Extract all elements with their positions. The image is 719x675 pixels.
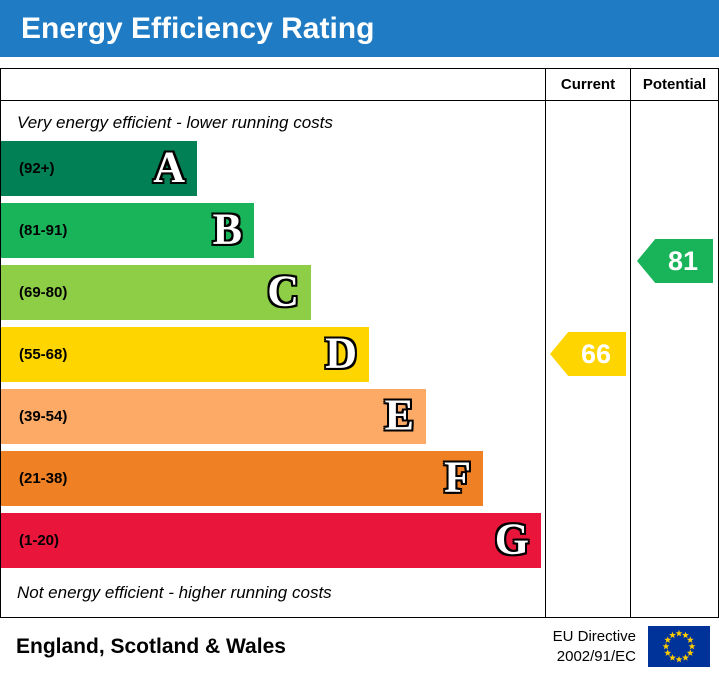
potential-column: 81: [630, 101, 718, 617]
band-g: (1-20) G: [1, 513, 541, 568]
band-d: (55-68) D: [1, 327, 369, 382]
top-note: Very energy efficient - lower running co…: [17, 113, 333, 132]
band-a-range: (92+): [19, 160, 55, 177]
potential-column-header: Potential: [630, 69, 718, 100]
band-c: (69-80) C: [1, 265, 311, 320]
current-rating-value: 66: [580, 338, 612, 369]
band-g-range: (1-20): [19, 532, 60, 549]
chart-header-row: Current Potential: [1, 69, 718, 101]
band-e-range: (39-54): [19, 408, 68, 425]
energy-efficiency-chart: Current Potential Very energy efficient …: [0, 68, 719, 618]
band-e-letter: E: [384, 390, 414, 440]
band-b-letter: B: [212, 204, 242, 254]
band-b: (81-91) B: [1, 203, 254, 258]
band-a: (92+) A: [1, 141, 197, 196]
potential-rating-arrow: 81: [637, 239, 713, 283]
band-b-range: (81-91): [19, 222, 68, 239]
bottom-note: Not energy efficient - higher running co…: [17, 583, 332, 602]
band-e: (39-54) E: [1, 389, 426, 444]
band-g-letter: G: [494, 514, 529, 564]
band-a-letter: A: [153, 142, 185, 192]
potential-rating-value: 81: [667, 245, 699, 276]
eu-directive-label: EU Directive 2002/91/EC: [553, 627, 636, 666]
band-area: Very energy efficient - lower running co…: [1, 101, 545, 617]
eu-flag: [648, 626, 710, 667]
band-d-range: (55-68): [19, 346, 68, 363]
page-title: Energy Efficiency Rating: [21, 11, 375, 45]
current-column-header: Current: [545, 69, 630, 100]
region-label: England, Scotland & Wales: [16, 634, 286, 658]
band-f: (21-38) F: [1, 451, 483, 506]
chart-header-spacer: [1, 69, 545, 100]
eu-directive-line2: 2002/91/EC: [556, 647, 636, 665]
bands: (92+) A (81-91) B (69-80) C (55-68) D (3…: [1, 141, 545, 575]
current-rating-arrow: 66: [550, 332, 626, 376]
current-column: 66: [545, 101, 630, 617]
band-c-range: (69-80): [19, 284, 68, 301]
band-f-range: (21-38): [19, 470, 68, 487]
band-f-letter: F: [444, 452, 471, 502]
footer: England, Scotland & Wales EU Directive 2…: [0, 618, 719, 675]
band-c-letter: C: [267, 266, 299, 316]
band-d-letter: D: [325, 328, 357, 378]
eu-directive-line1: EU Directive: [552, 628, 636, 645]
page-title-bar: Energy Efficiency Rating: [0, 0, 719, 57]
chart-body: Very energy efficient - lower running co…: [1, 101, 718, 617]
